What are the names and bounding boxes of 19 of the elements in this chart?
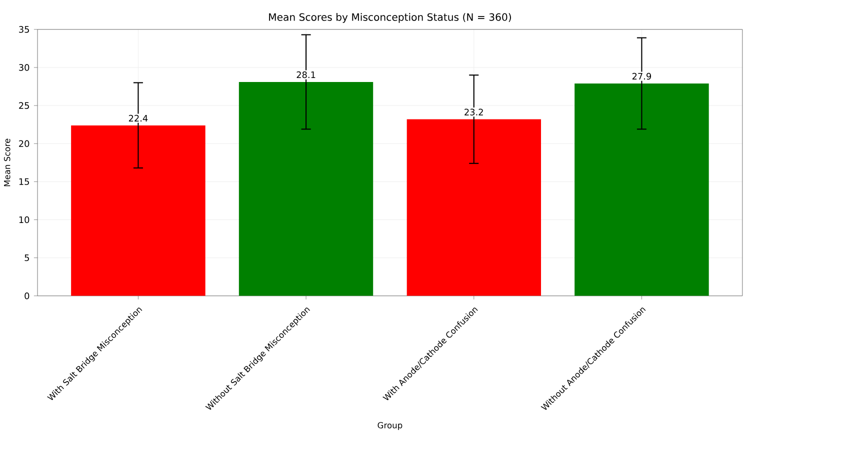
bar: [406, 119, 542, 296]
bar: [71, 125, 206, 296]
y-tick-label: 25: [19, 102, 29, 109]
y-tick-label: 5: [24, 254, 29, 261]
data-label: 22.4: [128, 114, 148, 122]
data-label: 27.9: [632, 72, 652, 80]
y-axis-title: Mean Score: [4, 138, 10, 186]
bar: [574, 83, 709, 296]
y-tick-label: 35: [19, 26, 29, 33]
y-tick-label: 0: [24, 292, 30, 300]
bar: [238, 82, 374, 296]
y-tick-label: 20: [19, 140, 30, 147]
data-label: 28.1: [296, 71, 316, 78]
x-axis-title: Group: [378, 422, 402, 430]
data-label: 23.2: [464, 108, 483, 116]
chart-title: Mean Scores by Misconception Status (N = 360): [269, 12, 511, 23]
y-tick-label: 30: [19, 64, 30, 71]
y-tick-label: 15: [19, 178, 29, 185]
y-tick-label: 10: [19, 216, 30, 223]
